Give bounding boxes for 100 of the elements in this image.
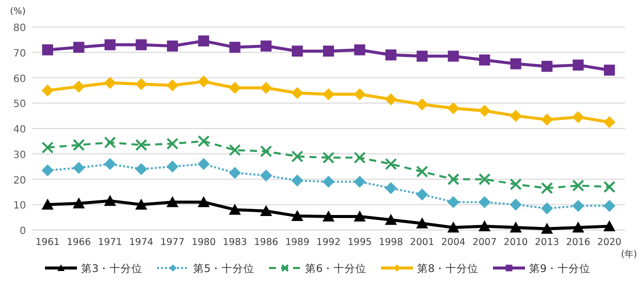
- xtick: 2016: [566, 237, 590, 248]
- point: [478, 173, 491, 186]
- point: [384, 182, 397, 194]
- legend-label: 第5・十分位: [193, 262, 255, 275]
- point: [322, 88, 334, 100]
- point: [354, 210, 366, 222]
- point: [478, 196, 491, 208]
- point: [104, 194, 116, 206]
- point: [416, 188, 428, 200]
- point: [72, 80, 85, 93]
- point: [510, 221, 522, 232]
- ytick: 80: [13, 23, 26, 34]
- point: [136, 39, 147, 50]
- point: [291, 174, 304, 187]
- point: [447, 102, 460, 114]
- point: [416, 217, 428, 228]
- point: [603, 180, 616, 193]
- point: [478, 104, 491, 117]
- point: [603, 220, 616, 232]
- point: [447, 173, 460, 186]
- point: [135, 198, 148, 210]
- point: [260, 169, 272, 182]
- point: [73, 42, 84, 53]
- point: [510, 198, 522, 211]
- point: [384, 214, 397, 225]
- xtick: 2010: [504, 237, 528, 248]
- point: [166, 196, 178, 208]
- legend-label: 第6・十分位: [305, 262, 367, 275]
- xtick: 1992: [316, 237, 341, 248]
- xtick: 1977: [160, 237, 185, 248]
- point: [572, 180, 584, 192]
- xtick: 2004: [441, 237, 466, 248]
- point: [42, 198, 54, 210]
- point: [510, 58, 522, 70]
- point: [291, 210, 304, 222]
- point: [72, 197, 85, 208]
- point: [478, 220, 491, 232]
- point: [135, 163, 148, 176]
- point: [291, 150, 304, 162]
- point: [322, 152, 334, 164]
- point: [104, 39, 116, 50]
- point: [228, 166, 241, 179]
- ytick: 10: [13, 200, 26, 212]
- point: [603, 200, 616, 212]
- point: [572, 200, 584, 212]
- point: [228, 82, 241, 94]
- point: [72, 138, 85, 151]
- ytick: 40: [13, 124, 26, 136]
- point: [198, 196, 210, 208]
- point: [104, 136, 116, 148]
- point: [416, 98, 428, 110]
- xtick: 1961: [36, 237, 60, 248]
- xtick: 1971: [98, 237, 122, 248]
- xtick: 1974: [129, 237, 154, 248]
- point: [104, 158, 116, 170]
- xtick: 2013: [534, 237, 560, 248]
- point: [42, 142, 54, 154]
- legend-label: 第9・十分位: [529, 262, 591, 275]
- point: [260, 204, 272, 216]
- ytick: 30: [13, 150, 26, 161]
- xtick: 1983: [222, 237, 247, 248]
- point: [292, 46, 303, 57]
- point: [104, 76, 116, 89]
- point: [322, 210, 334, 222]
- xlabel: (年): [620, 250, 638, 260]
- xtick: 1980: [192, 237, 216, 248]
- point: [354, 44, 366, 56]
- point: [572, 111, 584, 124]
- xtick: 1998: [378, 237, 404, 248]
- point: [354, 88, 366, 100]
- point: [260, 40, 272, 52]
- ytick: 60: [13, 74, 26, 85]
- point: [166, 79, 178, 92]
- legend-label: 第3・十分位: [81, 262, 143, 275]
- point: [604, 64, 615, 76]
- xtick: 1989: [285, 237, 310, 248]
- point: [323, 46, 334, 57]
- point: [510, 178, 522, 190]
- point: [540, 114, 553, 126]
- point: [198, 35, 210, 46]
- xtick: 2020: [597, 237, 622, 248]
- point: [540, 182, 553, 194]
- xtick: 1966: [66, 237, 91, 248]
- point: [416, 166, 428, 178]
- legend-label: 第8・十分位: [417, 262, 479, 275]
- xtick: 2001: [410, 237, 434, 248]
- point: [384, 93, 397, 106]
- point: [572, 60, 584, 71]
- point: [354, 176, 366, 188]
- point: [228, 204, 241, 215]
- point: [166, 138, 178, 150]
- point: [354, 152, 366, 164]
- point: [447, 221, 460, 232]
- point: [448, 50, 459, 62]
- point: [42, 164, 54, 176]
- point: [166, 40, 178, 52]
- point: [447, 196, 460, 208]
- point: [42, 44, 54, 56]
- ylabel: (%): [10, 7, 26, 17]
- ytick: 50: [13, 99, 26, 110]
